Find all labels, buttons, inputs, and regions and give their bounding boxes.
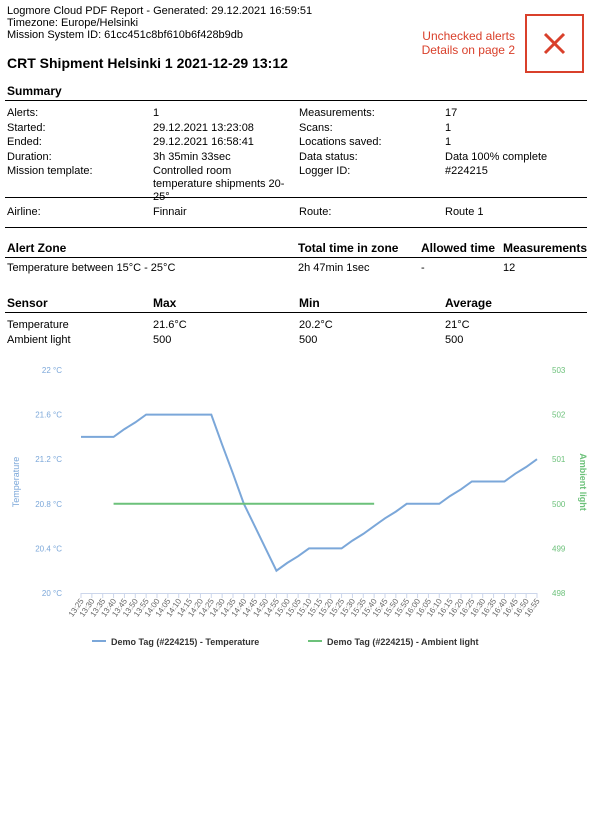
cell: 1 (445, 122, 452, 134)
section-heading: Summary (7, 84, 62, 98)
cell: Temperature (7, 319, 69, 331)
y-axis-title: Temperature (11, 457, 21, 508)
cell: Started: (7, 122, 46, 134)
cell: 12 (503, 262, 516, 274)
cell: Data 100% complete (445, 151, 548, 163)
y2-tick-label: 499 (552, 544, 566, 553)
y-tick-label: 21.2 °C (35, 455, 62, 464)
series-line (81, 413, 538, 573)
cross (543, 32, 566, 55)
cell: 21.6°C (153, 319, 187, 331)
cell: Mission template: (7, 165, 93, 177)
y2-tick-label: 503 (552, 366, 566, 375)
cell: Ambient light (7, 334, 71, 346)
cell: Temperature between 15°C - 25°C (7, 262, 176, 274)
column-header: Average (445, 296, 492, 310)
column-header: Allowed time (421, 241, 496, 255)
column-header: Alert Zone (7, 241, 67, 255)
y2-tick-label: 500 (552, 500, 566, 509)
y2-tick-label: 498 (552, 589, 566, 598)
report-line: Logmore Cloud PDF Report - Generated: 29… (7, 5, 313, 17)
cell: Controlled room temperature shipments 20… (153, 165, 285, 203)
cell: 29.12.2021 13:23:08 (153, 122, 254, 134)
cell: Duration: (7, 151, 52, 163)
column-header: Measurements (503, 241, 588, 255)
cell: Ended: (7, 136, 42, 148)
timezone: Timezone: Europe/Helsinki (7, 17, 139, 29)
cell: Alerts: (7, 107, 39, 119)
cell: Airline: (7, 206, 41, 218)
cell: 500 (153, 334, 172, 346)
column-header: Max (153, 296, 177, 310)
cell: Data status: (299, 151, 358, 163)
rule (5, 100, 587, 101)
y2-axis-title: Ambient light (578, 453, 588, 511)
cell: #224215 (445, 165, 488, 177)
cell: - (421, 262, 425, 274)
cell: 500 (445, 334, 464, 346)
cell: 3h 35min 33sec (153, 151, 231, 163)
cell: Finnair (153, 206, 187, 218)
mission-id: Mission System ID: 61cc451c8bf610b6f428b… (7, 29, 244, 41)
rule (5, 197, 587, 198)
cell: Logger ID: (299, 165, 351, 177)
alert-line: Unchecked alerts (422, 29, 515, 43)
rule (5, 312, 587, 313)
y2-tick-label: 501 (552, 455, 566, 464)
y-tick-label: 22 °C (42, 366, 62, 375)
y-tick-label: 21.6 °C (35, 411, 62, 420)
rule (5, 227, 587, 228)
cell: Scans: (299, 122, 333, 134)
cell: 1 (153, 107, 160, 119)
legend-label: Demo Tag (#224215) - Temperature (111, 637, 259, 647)
alert-icon (525, 14, 584, 73)
y-tick-label: 20 °C (42, 589, 62, 598)
cell: 29.12.2021 16:58:41 (153, 136, 254, 148)
cell: 17 (445, 107, 458, 119)
cell: 20.2°C (299, 319, 333, 331)
cell: Measurements: (299, 107, 375, 119)
rule (5, 257, 587, 258)
cell: Locations saved: (299, 136, 382, 148)
cell: 1 (445, 136, 452, 148)
cell: Route: (299, 206, 332, 218)
y2-tick-label: 502 (552, 411, 566, 420)
cell: 21°C (445, 319, 470, 331)
alert-line: Details on page 2 (421, 43, 515, 57)
y-tick-label: 20.4 °C (35, 544, 62, 553)
column-header: Sensor (7, 296, 48, 310)
title: CRT Shipment Helsinki 1 2021-12-29 13:12 (7, 55, 288, 71)
column-header: Min (299, 296, 320, 310)
column-header: Total time in zone (298, 241, 399, 255)
cell: 2h 47min 1sec (298, 262, 370, 274)
cell: 500 (299, 334, 318, 346)
legend-label: Demo Tag (#224215) - Ambient light (327, 637, 479, 647)
cell: Route 1 (445, 206, 484, 218)
y-tick-label: 20.8 °C (35, 500, 62, 509)
